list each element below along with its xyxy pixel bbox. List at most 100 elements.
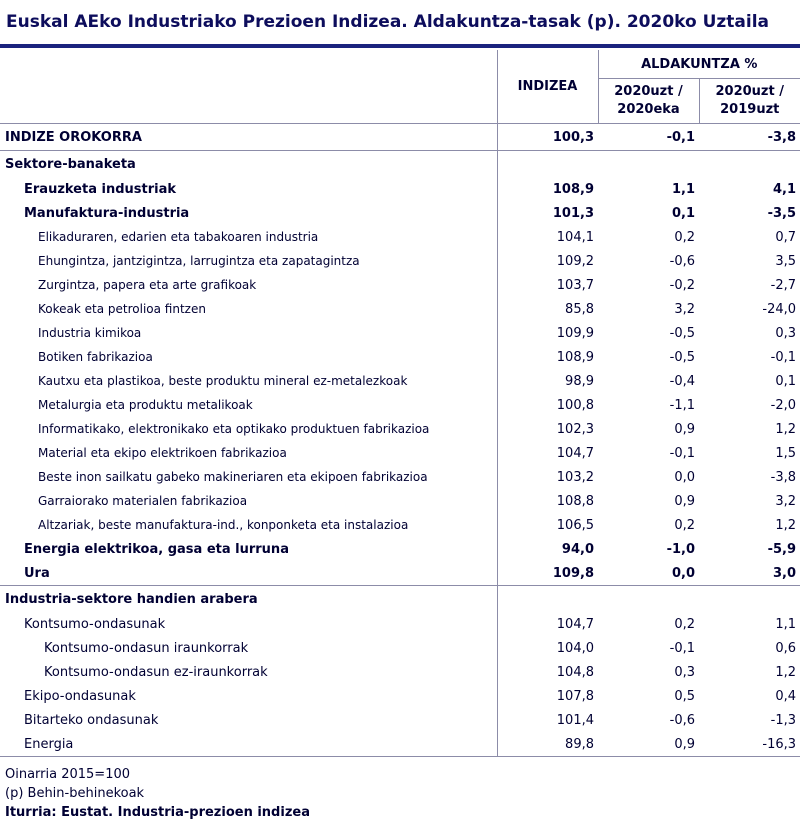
table-row: Kontsumo-ondasun ez-iraunkorrak 104,8 0,… — [0, 660, 800, 684]
row-change-year: -3,8 — [770, 469, 797, 485]
footnote-base: Oinarria 2015=100 — [5, 767, 131, 782]
row-indizea: 103,7 — [496, 273, 598, 297]
table-row: Bitarteko ondasunak 101,4 -0,6 -1,3 — [0, 708, 800, 732]
row-indizea: 107,8 — [496, 684, 598, 708]
row-change-month: -0,1 — [669, 445, 695, 461]
row-change-month: 0,9 — [674, 493, 695, 509]
header-monthly-line1: 2020uzt / — [614, 84, 683, 99]
row-change-month: 0,1 — [671, 205, 695, 221]
row-change-year: 1,2 — [775, 664, 797, 680]
row-change-month: -0,4 — [669, 373, 695, 389]
table-row: Manufaktura-industria 101,3 0,1 -3,5 — [0, 201, 800, 225]
table-row: Elikaduraren, edarien eta tabakoaren ind… — [0, 225, 800, 249]
row-change-year: 1,2 — [775, 517, 797, 533]
section-header-row: Sektore-banaketa — [0, 150, 800, 177]
row-change-month: 0,2 — [674, 517, 695, 533]
table-row: Beste inon sailkatu gabeko makineriaren … — [0, 465, 800, 489]
table-row-general: INDIZE OROKORRA 100,3 -0,1 -3,8 — [0, 123, 800, 151]
row-indizea: 100,3 — [496, 123, 598, 151]
header-monthly-line2: 2020eka — [617, 102, 680, 117]
row-indizea: 109,2 — [496, 249, 598, 273]
section-label: Industria-sektore handien arabera — [5, 591, 258, 607]
row-indizea: 104,0 — [496, 636, 598, 660]
row-label: Manufaktura-industria — [24, 205, 190, 221]
row-change-year: -3,8 — [699, 123, 800, 151]
table-row: Energia elektrikoa, gasa eta lurruna 94,… — [0, 537, 800, 561]
row-change-month: 0,2 — [674, 616, 695, 632]
row-change-month: -0,1 — [669, 640, 695, 656]
table-row: Informatikako, elektronikako eta optikak… — [0, 417, 800, 441]
header-indizea: INDIZEA — [496, 50, 598, 124]
header-label-cell — [0, 50, 497, 124]
row-change-month: 0,0 — [598, 561, 699, 586]
row-label: Bitarteko ondasunak — [24, 712, 159, 728]
row-label: Ura — [0, 561, 497, 586]
table-row: Metalurgia eta produktu metalikoak 100,8… — [0, 393, 800, 417]
row-change-month: 0,9 — [598, 732, 699, 757]
row-change-month: -0,5 — [669, 349, 695, 365]
row-change-month: -0,2 — [669, 277, 695, 293]
row-indizea: 108,8 — [496, 489, 598, 513]
header-annual-change: 2020uzt / 2019uzt — [698, 78, 800, 124]
table-row: Energia 89,8 0,9 -16,3 — [0, 732, 800, 757]
row-label: Kontsumo-ondasun ez-iraunkorrak — [44, 664, 268, 680]
table-row: Garraiorako materialen fabrikazioa 108,8… — [0, 489, 800, 513]
header-annual-line2: 2019uzt — [720, 102, 780, 117]
row-indizea: 106,5 — [496, 513, 598, 537]
table-row: Ehungintza, jantzigintza, larrugintza et… — [0, 249, 800, 273]
row-indizea: 100,8 — [496, 393, 598, 417]
row-change-year: 1,1 — [775, 616, 797, 632]
row-change-year: -5,9 — [767, 541, 797, 557]
row-label: Garraiorako materialen fabrikazioa — [38, 494, 248, 508]
row-indizea: 89,8 — [496, 732, 598, 757]
row-label: Beste inon sailkatu gabeko makineriaren … — [38, 470, 428, 484]
row-change-year: 3,2 — [775, 493, 797, 509]
row-label: INDIZE OROKORRA — [0, 123, 497, 151]
row-label: Erauzketa industriak — [24, 181, 177, 197]
table-row: Altzariak, beste manufaktura-ind., konpo… — [0, 513, 800, 537]
row-indizea: 98,9 — [496, 369, 598, 393]
table-row: Industria kimikoa 109,9 -0,5 0,3 — [0, 321, 800, 345]
table-row: Zurgintza, papera eta arte grafikoak 103… — [0, 273, 800, 297]
table-row: Ura 109,8 0,0 3,0 — [0, 561, 800, 586]
table-row: Kontsumo-ondasunak 104,7 0,2 1,1 — [0, 612, 800, 636]
row-label: Altzariak, beste manufaktura-ind., konpo… — [38, 518, 409, 532]
row-indizea: 108,9 — [496, 345, 598, 369]
row-change-year: -24,0 — [762, 301, 797, 317]
row-change-year: 0,1 — [775, 373, 797, 389]
table-row: Kautxu eta plastikoa, beste produktu min… — [0, 369, 800, 393]
row-change-year: -2,0 — [770, 397, 797, 413]
row-label: Material eta ekipo elektrikoen fabrikazi… — [38, 446, 287, 460]
row-label: Informatikako, elektronikako eta optikak… — [38, 422, 430, 436]
table-row: Kontsumo-ondasun iraunkorrak 104,0 -0,1 … — [0, 636, 800, 660]
row-change-month: 0,2 — [674, 229, 695, 245]
row-indizea: 101,4 — [496, 708, 598, 732]
table-row: Botiken fabrikazioa 108,9 -0,5 -0,1 — [0, 345, 800, 369]
row-indizea: 103,2 — [496, 465, 598, 489]
row-label: Energia elektrikoa, gasa eta lurruna — [24, 541, 289, 557]
header-aldakuntza: ALDAKUNTZA % — [597, 50, 800, 79]
row-change-year: 0,3 — [775, 325, 797, 341]
row-label: Energia — [0, 732, 497, 757]
row-change-year: -0,1 — [770, 349, 797, 365]
section-label: Sektore-banaketa — [5, 156, 136, 172]
footnote-provisional: (p) Behin-behinekoak — [5, 786, 145, 801]
table-row: Ekipo-ondasunak 107,8 0,5 0,4 — [0, 684, 800, 708]
row-label: Kontsumo-ondasunak — [24, 616, 166, 632]
row-label: Industria kimikoa — [38, 326, 142, 340]
row-label: Kokeak eta petrolioa fintzen — [38, 302, 206, 316]
row-change-month: 0,9 — [674, 421, 695, 437]
row-label: Elikaduraren, edarien eta tabakoaren ind… — [38, 230, 319, 244]
row-label: Ehungintza, jantzigintza, larrugintza et… — [38, 254, 360, 268]
row-indizea: 85,8 — [496, 297, 598, 321]
row-change-month: 3,2 — [674, 301, 695, 317]
row-change-month: -0,6 — [669, 712, 695, 728]
row-indizea: 104,1 — [496, 225, 598, 249]
row-change-month: 0,3 — [674, 664, 695, 680]
row-change-year: 0,6 — [775, 640, 797, 656]
row-change-year: 4,1 — [772, 181, 797, 197]
row-change-year: 3,0 — [699, 561, 800, 586]
row-change-year: 1,5 — [775, 445, 797, 461]
header-monthly-change: 2020uzt / 2020eka — [597, 78, 699, 124]
row-indizea: 108,9 — [496, 177, 598, 201]
